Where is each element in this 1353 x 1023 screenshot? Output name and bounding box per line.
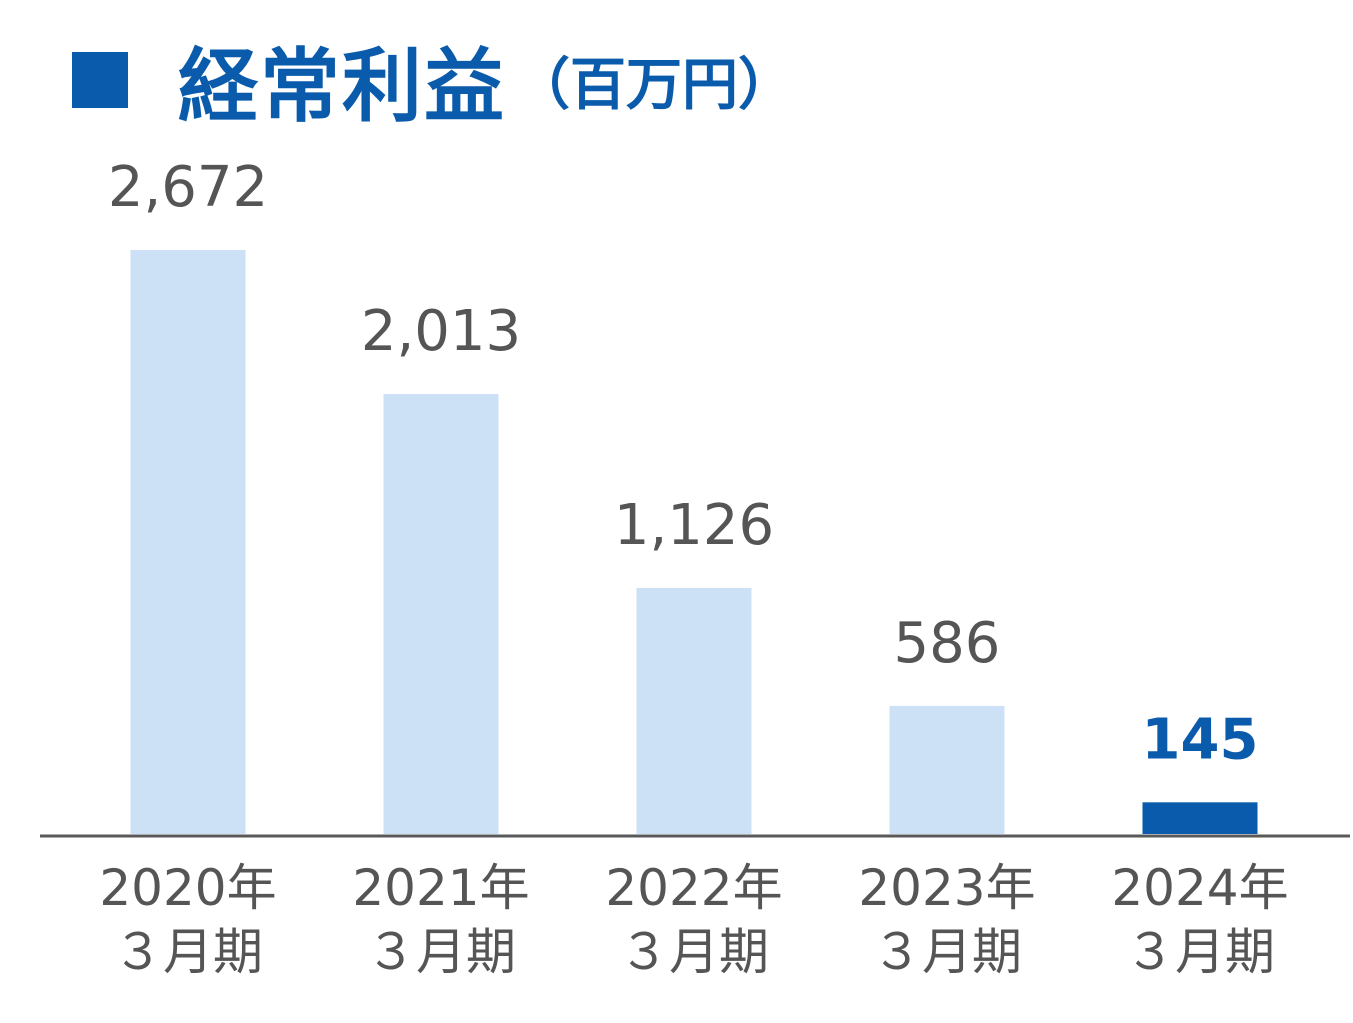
- bars-layer: [130, 250, 1258, 834]
- category-label-4-line-1: 2023年: [858, 859, 1035, 917]
- labels-layer: 2,672 2,013 1,126 586 145: [108, 155, 1259, 772]
- category-label-1-line-1: 2020年: [99, 859, 276, 917]
- category-label-3-line-2: ３月期: [619, 923, 769, 981]
- category-label-5-line-2: ３月期: [1125, 923, 1275, 981]
- value-label-2: 2,013: [361, 299, 521, 364]
- category-labels-layer: 2020年 ３月期 2021年 ３月期 2022年 ３月期 2023年 ３月期 2024年 ３月期: [99, 859, 1288, 981]
- chart-title-unit: （百万円）: [514, 52, 794, 118]
- value-label-4: 586: [894, 611, 1001, 676]
- category-label-1-line-2: ３月期: [113, 923, 263, 981]
- bar-4: [889, 705, 1005, 834]
- category-label-3-line-1: 2022年: [605, 859, 782, 917]
- chart-title-text: 経常利益: [178, 40, 506, 133]
- category-label-5-line-1: 2024年: [1111, 859, 1288, 917]
- bar-1: [130, 250, 246, 834]
- bar-5: [1142, 802, 1258, 834]
- value-label-5: 145: [1142, 707, 1259, 772]
- category-label-2-line-1: 2021年: [352, 859, 529, 917]
- bar-3: [636, 587, 752, 834]
- category-label-4-line-2: ３月期: [872, 923, 1022, 981]
- chart-title: 経常利益 （百万円）: [72, 30, 794, 133]
- title-square-icon: [72, 52, 128, 108]
- bar-2: [383, 394, 499, 834]
- category-label-2-line-2: ３月期: [366, 923, 516, 981]
- value-label-1: 2,672: [108, 155, 268, 220]
- value-label-3: 1,126: [614, 493, 774, 558]
